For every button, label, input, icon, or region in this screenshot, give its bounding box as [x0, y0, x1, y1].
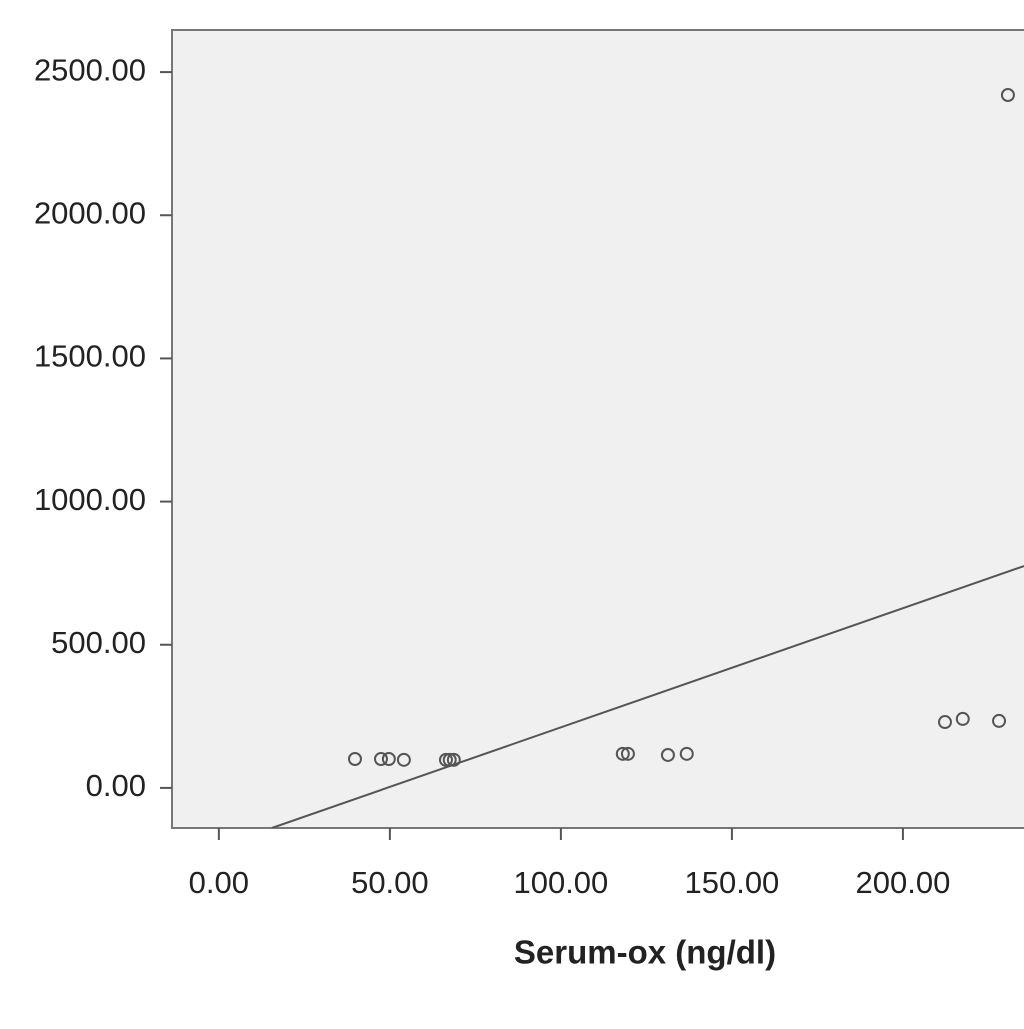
point — [615, 746, 630, 761]
point — [679, 746, 694, 761]
x-tick-label: 150.00 — [684, 865, 779, 900]
fit-line — [271, 565, 1024, 828]
x-tick-label: 200.00 — [856, 865, 951, 900]
point — [446, 752, 461, 767]
point — [937, 715, 952, 730]
point — [1000, 87, 1015, 102]
x-tick-label: 0.00 — [189, 865, 249, 900]
point — [442, 752, 457, 767]
y-tick-label: 1500.00 — [34, 339, 146, 374]
point — [955, 711, 970, 726]
x-tick-label: 100.00 — [513, 865, 608, 900]
x-tick-label: 50.00 — [351, 865, 429, 900]
y-tick-label: 1000.00 — [34, 482, 146, 517]
x-axis-title: Serum-ox (ng/dl) — [514, 934, 776, 971]
point — [992, 713, 1007, 728]
plot-content — [271, 87, 1024, 828]
point — [373, 751, 388, 766]
y-tick-label: 0.00 — [86, 768, 146, 803]
point — [347, 751, 362, 766]
point — [620, 746, 635, 761]
y-tick-label: 2000.00 — [34, 195, 146, 230]
point — [381, 751, 396, 766]
y-tick-label: 2500.00 — [34, 52, 146, 87]
point — [396, 752, 411, 767]
point — [660, 747, 675, 762]
point — [438, 752, 453, 767]
y-tick-label: 500.00 — [51, 625, 146, 660]
plot-area — [171, 29, 1024, 829]
